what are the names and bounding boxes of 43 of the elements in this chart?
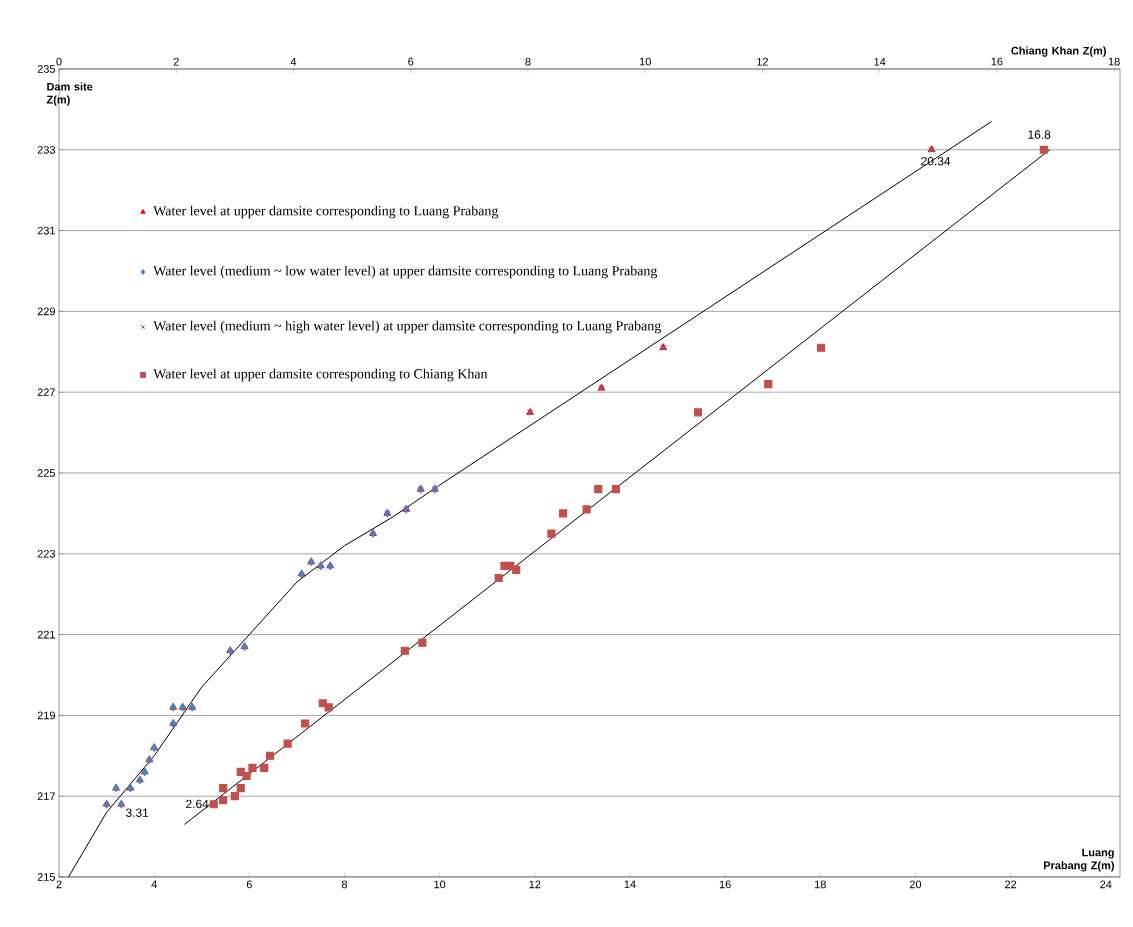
x2-tick-label: 10 (639, 57, 651, 66)
x2-tick-label: 12 (757, 57, 768, 66)
x-tick-label: 18 (815, 880, 826, 889)
y-tick-label: 221 (37, 630, 55, 639)
x-axis-title: Luang Prabang Z(m) (1043, 848, 1114, 872)
y-tick-label: 229 (37, 307, 55, 316)
x-tick-label: 4 (151, 880, 157, 889)
legend-label: Water level (medium ~ high water level) at upper damsite corresponding to Luang Prabang (153, 320, 661, 334)
x2-tick-label: 6 (408, 57, 414, 66)
x2-tick-label: 0 (56, 57, 62, 66)
y-tick-label: 225 (37, 469, 56, 477)
y-tick-label: 219 (37, 711, 55, 720)
x-tick-label: 2 (56, 880, 62, 889)
x-tick-label: 24 (1100, 880, 1112, 889)
x2-axis-title: Chiang Khan Z(m) (1011, 46, 1106, 57)
x2-tick-label: 18 (1108, 57, 1120, 66)
x-tick-label: 10 (434, 880, 446, 889)
legend-label: Water level at upper damsite corresponding to Luang Prabang (153, 205, 499, 219)
legend-label: Water level (medium ~ low water level) at upper damsite corresponding to Luang Prabang (153, 265, 658, 279)
annotation: 3.31 (125, 808, 149, 817)
x2-tick-label: 16 (991, 57, 1003, 66)
x-tick-label: 8 (341, 880, 348, 889)
x2-tick-label: 2 (173, 57, 179, 66)
y-tick-label: 223 (37, 549, 55, 558)
x-tick-label: 14 (624, 880, 636, 889)
legend-label: Water level at upper damsite corresponding to Chiang Khan (153, 368, 488, 382)
y-axis-title: Dam site Z(m) (46, 82, 93, 106)
x-tick-label: 6 (246, 880, 252, 889)
x-tick-label: 12 (529, 880, 541, 889)
y-tick-label: 233 (37, 145, 55, 154)
x-tick-label: 20 (909, 880, 922, 889)
x2-tick-label: 8 (525, 57, 531, 66)
x2-tick-label: 14 (874, 57, 886, 66)
annotation: 16.8 (1028, 130, 1051, 139)
y-tick-label: 215 (37, 873, 56, 881)
x-tick-label: 16 (719, 880, 731, 889)
y-tick-label: 235 (37, 65, 56, 73)
x-tick-label: 22 (1005, 880, 1017, 889)
x2-tick-label: 4 (290, 57, 297, 66)
y-tick-label: 227 (37, 388, 55, 397)
annotation: 2.64 (186, 799, 209, 809)
y-tick-label: 231 (37, 226, 55, 235)
y-tick-label: 217 (37, 792, 55, 801)
